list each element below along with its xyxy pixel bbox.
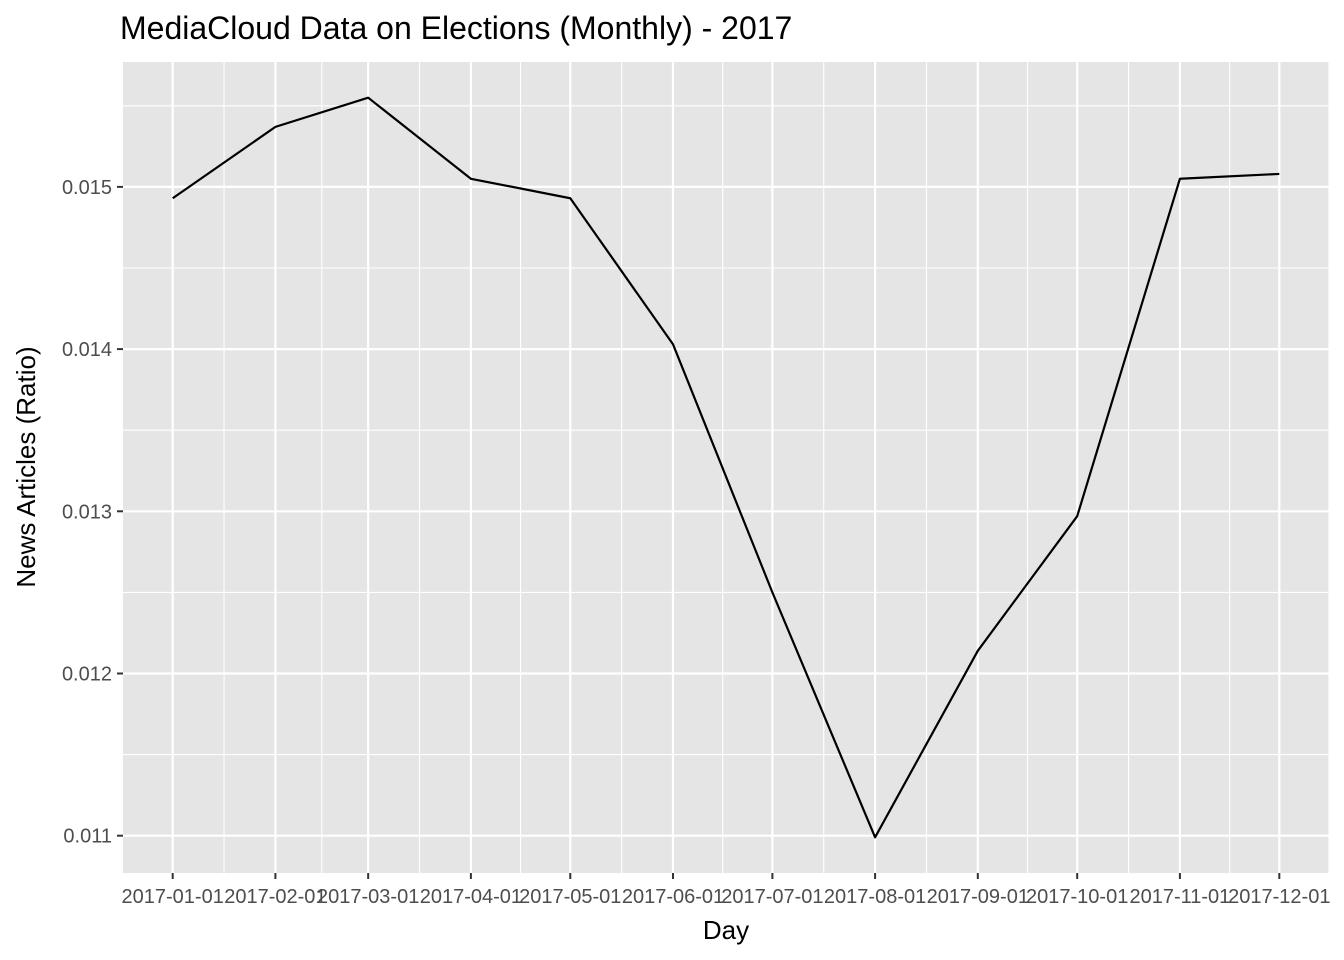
y-tick-label: 0.013 <box>62 501 112 523</box>
y-tick-label: 0.014 <box>62 339 112 361</box>
grid-lines <box>123 62 1330 873</box>
axis-ticks <box>117 185 1281 879</box>
x-tick-label: 2017-01-01 <box>122 886 224 908</box>
y-axis-title: News Articles (Ratio) <box>11 346 41 587</box>
x-tick-label: 2017-03-01 <box>317 886 419 908</box>
x-tick-label: 2017-02-01 <box>224 886 326 908</box>
x-tick-label: 2017-11-01 <box>1129 886 1230 908</box>
x-tick-label: 2017-08-01 <box>824 886 926 908</box>
x-axis-title: Day <box>703 915 749 945</box>
series-group <box>172 96 1280 839</box>
chart-title: MediaCloud Data on Elections (Monthly) -… <box>120 10 792 46</box>
x-tick-label: 2017-12-01 <box>1228 886 1330 908</box>
x-tick-label: 2017-09-01 <box>927 886 1029 908</box>
x-tick-label: 2017-06-01 <box>622 886 724 908</box>
x-tick-label: 2017-10-01 <box>1026 886 1128 908</box>
x-tick-label: 2017-05-01 <box>519 886 621 908</box>
y-tick-label: 0.012 <box>62 663 112 685</box>
series-line <box>172 96 1280 839</box>
plot-panel <box>123 62 1329 873</box>
x-tick-label: 2017-07-01 <box>721 886 823 908</box>
y-tick-label: 0.011 <box>63 826 112 848</box>
x-tick-label: 2017-04-01 <box>420 886 522 908</box>
y-tick-label: 0.015 <box>62 177 112 199</box>
